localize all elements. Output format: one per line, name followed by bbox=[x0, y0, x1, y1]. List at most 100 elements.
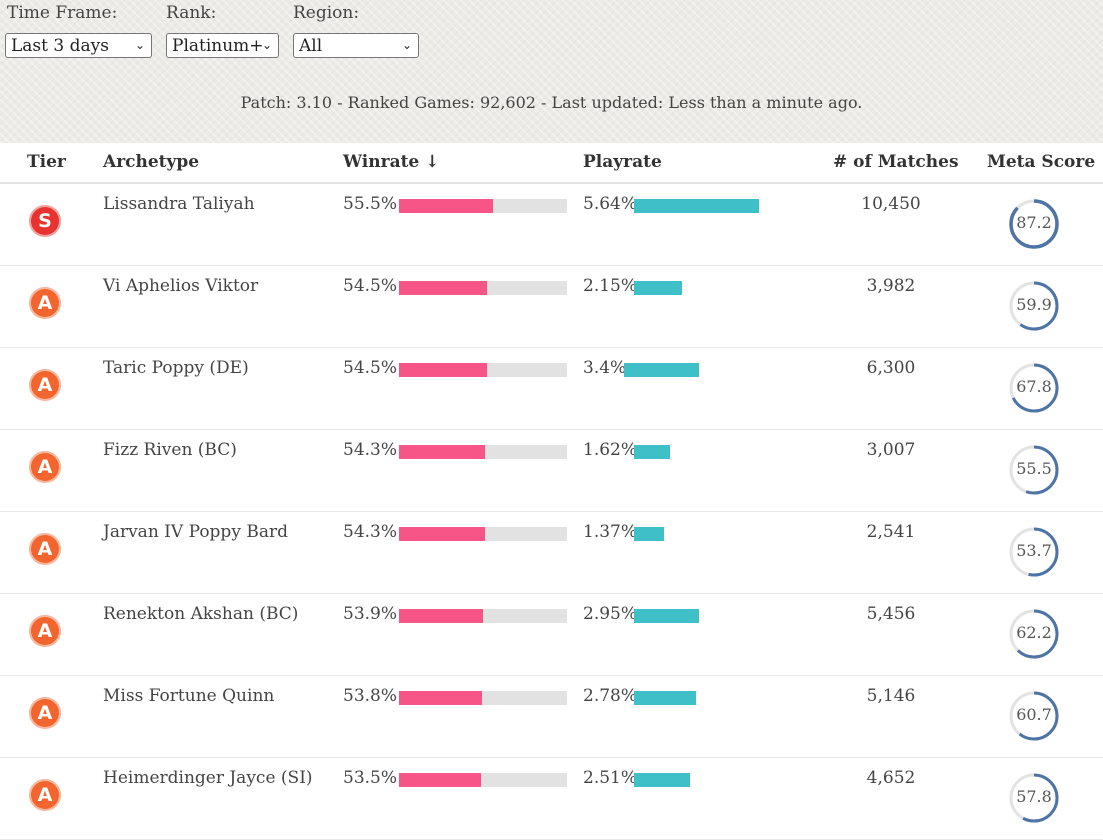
winrate-bar-fill bbox=[399, 609, 483, 623]
table-header: Tier Archetype Winrate ↓ Playrate # of M… bbox=[0, 143, 1103, 184]
meta-score-ring-fill bbox=[1009, 199, 1059, 249]
playrate-bar bbox=[633, 609, 699, 623]
playrate-bar bbox=[624, 363, 700, 377]
winrate-value: 53.8% bbox=[343, 686, 398, 706]
table-row[interactable]: S Lissandra Taliyah 55.5% 5.64% 10,450 87.2 bbox=[0, 183, 1103, 266]
meta-score-gauge: 62.2 bbox=[1007, 607, 1061, 661]
header-matches[interactable]: # of Matches bbox=[833, 152, 959, 172]
matches-count: 3,982 bbox=[866, 276, 916, 296]
meta-score-gauge: 87.2 bbox=[1007, 197, 1061, 251]
winrate-bar-track bbox=[399, 199, 567, 213]
meta-score-ring bbox=[1009, 527, 1059, 577]
winrate-bar-track bbox=[399, 773, 567, 787]
meta-score-ring bbox=[1009, 773, 1059, 823]
tier-badge: A bbox=[29, 615, 61, 647]
archetype-name[interactable]: Vi Aphelios Viktor bbox=[103, 276, 259, 296]
winrate-bar-track bbox=[399, 363, 567, 377]
playrate-value: 2.15% bbox=[583, 276, 638, 296]
winrate-bar-track bbox=[399, 691, 567, 705]
table-row[interactable]: A Jarvan IV Poppy Bard 54.3% 1.37% 2,541 53.7 bbox=[0, 511, 1103, 594]
playrate-value: 2.95% bbox=[583, 604, 638, 624]
meta-score-ring-fill bbox=[1009, 281, 1059, 331]
tier-badge: A bbox=[29, 287, 61, 319]
winrate-bar-fill bbox=[399, 445, 485, 459]
playrate-value: 2.51% bbox=[583, 768, 638, 788]
header-tier[interactable]: Tier bbox=[27, 152, 66, 172]
table-row[interactable]: A Fizz Riven (BC) 54.3% 1.62% 3,007 55.5 bbox=[0, 429, 1103, 512]
chevron-down-icon: ⌄ bbox=[134, 38, 145, 52]
meta-score-ring-fill bbox=[1009, 527, 1059, 577]
meta-score-ring bbox=[1009, 609, 1059, 659]
meta-score-ring bbox=[1009, 199, 1059, 249]
winrate-bar-fill bbox=[399, 691, 482, 705]
time-frame-label: Time Frame: bbox=[7, 3, 118, 23]
tier-badge: A bbox=[29, 369, 61, 401]
rank-value: Platinum+ bbox=[172, 36, 264, 56]
playrate-bar bbox=[633, 445, 670, 459]
meta-score-value: 55.5 bbox=[1016, 459, 1052, 478]
header-playrate[interactable]: Playrate bbox=[583, 152, 662, 172]
header-meta-score[interactable]: Meta Score bbox=[987, 152, 1096, 172]
archetype-name[interactable]: Miss Fortune Quinn bbox=[103, 686, 275, 706]
winrate-value: 54.5% bbox=[343, 358, 398, 378]
table-row[interactable]: A Heimerdinger Jayce (SI) 53.5% 2.51% 4,652 5… bbox=[0, 757, 1103, 840]
winrate-bar-fill bbox=[399, 773, 481, 787]
playrate-value: 1.37% bbox=[583, 522, 638, 542]
meta-score-gauge: 60.7 bbox=[1007, 689, 1061, 743]
header-archetype[interactable]: Archetype bbox=[103, 152, 200, 172]
archetype-name[interactable]: Taric Poppy (DE) bbox=[103, 358, 249, 378]
meta-score-gauge: 55.5 bbox=[1007, 443, 1061, 497]
meta-score-ring bbox=[1009, 445, 1059, 495]
region-label: Region: bbox=[293, 3, 360, 23]
playrate-bar bbox=[633, 773, 690, 787]
matches-count: 5,456 bbox=[866, 604, 916, 624]
matches-count: 2,541 bbox=[866, 522, 916, 542]
patch-summary: Patch: 3.10 - Ranked Games: 92,602 - Las… bbox=[240, 93, 863, 112]
tier-badge: A bbox=[29, 533, 61, 565]
meta-score-ring-fill bbox=[1009, 363, 1059, 413]
winrate-value: 54.3% bbox=[343, 522, 398, 542]
chevron-down-icon: ⌄ bbox=[261, 38, 272, 52]
archetype-name[interactable]: Lissandra Taliyah bbox=[103, 194, 255, 214]
winrate-value: 54.3% bbox=[343, 440, 398, 460]
playrate-bar bbox=[633, 199, 759, 213]
winrate-bar-fill bbox=[399, 199, 493, 213]
matches-count: 5,146 bbox=[866, 686, 916, 706]
playrate-bar bbox=[633, 527, 664, 541]
matches-count: 3,007 bbox=[866, 440, 916, 460]
winrate-bar-track bbox=[399, 445, 567, 459]
matches-count: 10,450 bbox=[861, 194, 921, 214]
matches-count: 4,652 bbox=[866, 768, 916, 788]
winrate-bar-fill bbox=[399, 281, 487, 295]
rank-select[interactable]: Platinum+ ⌄ bbox=[166, 33, 279, 58]
winrate-bar-track bbox=[399, 527, 567, 541]
header-winrate[interactable]: Winrate ↓ bbox=[343, 152, 440, 172]
tier-badge: A bbox=[29, 779, 61, 811]
region-value: All bbox=[299, 36, 323, 56]
time-frame-select[interactable]: Last 3 days ⌄ bbox=[5, 33, 152, 58]
winrate-bar-fill bbox=[399, 363, 487, 377]
table-row[interactable]: A Renekton Akshan (BC) 53.9% 2.95% 5,456 62.2 bbox=[0, 593, 1103, 676]
winrate-bar-track bbox=[399, 609, 567, 623]
winrate-value: 54.5% bbox=[343, 276, 398, 296]
table-row[interactable]: A Vi Aphelios Viktor 54.5% 2.15% 3,982 59.9 bbox=[0, 265, 1103, 348]
region-select[interactable]: All ⌄ bbox=[293, 33, 419, 58]
table-row[interactable]: A Miss Fortune Quinn 53.8% 2.78% 5,146 60.7 bbox=[0, 675, 1103, 758]
meta-score-gauge: 57.8 bbox=[1007, 771, 1061, 825]
tier-badge: A bbox=[29, 451, 61, 483]
meta-score-ring-fill bbox=[1009, 609, 1059, 659]
archetype-name[interactable]: Fizz Riven (BC) bbox=[103, 440, 237, 460]
playrate-value: 1.62% bbox=[583, 440, 638, 460]
playrate-value: 2.78% bbox=[583, 686, 638, 706]
meta-score-gauge: 59.9 bbox=[1007, 279, 1061, 333]
archetype-name[interactable]: Heimerdinger Jayce (SI) bbox=[103, 768, 313, 788]
tier-badge: A bbox=[29, 697, 61, 729]
meta-score-gauge: 67.8 bbox=[1007, 361, 1061, 415]
meta-score-ring-fill bbox=[1009, 773, 1059, 823]
archetype-name[interactable]: Renekton Akshan (BC) bbox=[103, 604, 299, 624]
archetype-name[interactable]: Jarvan IV Poppy Bard bbox=[103, 522, 288, 542]
table-row[interactable]: A Taric Poppy (DE) 54.5% 3.4% 6,300 67.8 bbox=[0, 347, 1103, 430]
rank-label: Rank: bbox=[166, 3, 217, 23]
meta-score-ring-fill bbox=[1009, 445, 1059, 495]
filter-bar: Time Frame: Last 3 days ⌄ Rank: Platinum… bbox=[0, 0, 1103, 143]
